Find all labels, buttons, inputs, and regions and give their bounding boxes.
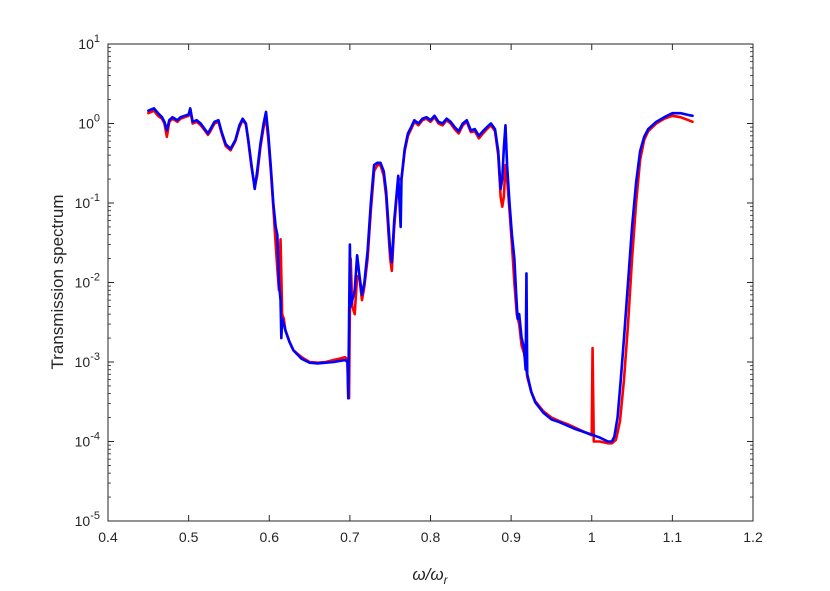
plot-area: [107, 43, 754, 522]
y-tick-label: 10-1: [75, 192, 100, 211]
x-tick-label: 0.8: [421, 529, 441, 545]
x-tick-label: 0.7: [340, 529, 360, 545]
y-axis-title: Transmission spectrum: [48, 194, 67, 369]
x-tick-label: 1: [588, 529, 596, 545]
axes-frame: [107, 43, 754, 522]
y-tick-labels: 10-5 10-4 10-3 10-2 10-1 100 101: [75, 33, 100, 529]
x-axis-title: ω/ωr: [412, 565, 448, 587]
x-tick-label: 0.6: [260, 529, 280, 545]
y-tick-label: 10-5: [75, 510, 100, 529]
x-tick-label: 0.9: [501, 529, 521, 545]
y-tick-label: 101: [78, 33, 100, 52]
y-tick-label: 100: [78, 113, 100, 132]
series-line-blue: [147, 107, 694, 443]
x-tick-label: 1.1: [663, 529, 683, 545]
x-tick-labels: 0.4 0.5 0.6 0.7 0.8 0.9 1 1.1 1.2: [98, 529, 763, 545]
x-tick-label: 1.2: [743, 529, 763, 545]
x-tick-label: 0.4: [98, 529, 118, 545]
y-tick-label: 10-4: [75, 431, 100, 450]
y-tick-label: 10-2: [75, 272, 100, 291]
axes-background: [108, 44, 753, 521]
y-tick-label: 10-3: [75, 351, 100, 370]
series-layer: [147, 107, 694, 445]
x-tick-label: 0.5: [179, 529, 199, 545]
